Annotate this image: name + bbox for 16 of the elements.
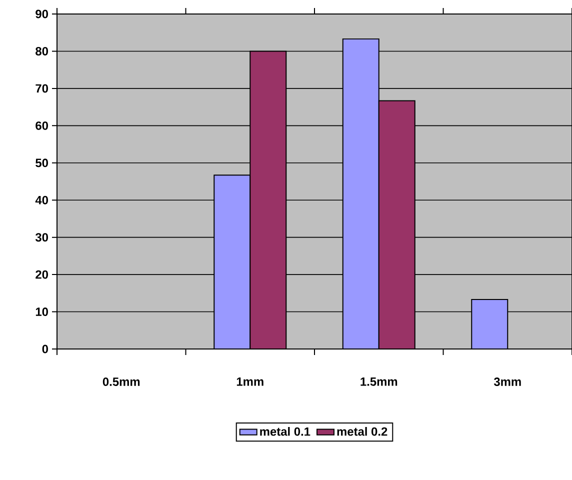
legend-label: metal 0.1 [260, 427, 310, 436]
y-tick-label: 50 [36, 158, 48, 168]
y-tick-label: 60 [36, 121, 48, 130]
x-tick-label: 3mm [494, 378, 521, 386]
y-tick-label: 70 [36, 84, 48, 93]
x-tick-label: 1mm [236, 378, 264, 386]
y-tick-label: 90 [36, 10, 48, 18]
y-tick-label: 80 [36, 46, 48, 56]
y-tick-label: 30 [35, 233, 48, 242]
y-tick-label: 20 [36, 270, 48, 279]
y-tick-label: 40 [35, 196, 48, 204]
x-tick-label: 0.5mm [102, 378, 140, 386]
y-tick-label: 10 [36, 308, 48, 316]
legend-label: metal 0.2 [337, 427, 388, 436]
x-tick-label: 1.5mm [360, 378, 398, 386]
y-tick-label: 0 [42, 344, 48, 354]
